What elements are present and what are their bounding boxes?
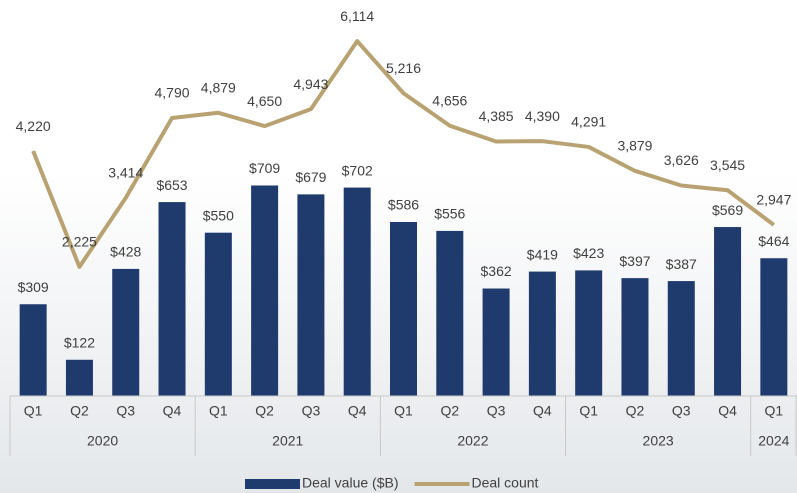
bar-value-label: $362: [481, 263, 512, 279]
x-tick-label: Q2: [70, 403, 89, 419]
x-tick-label: Q2: [255, 403, 274, 419]
line-value-label: 3,626: [664, 152, 699, 168]
x-group-label: 2024: [758, 433, 789, 449]
bar-value-label: $709: [249, 160, 280, 176]
line-value-label: 4,650: [247, 93, 282, 109]
x-tick-label: Q1: [765, 403, 784, 419]
bar: [297, 194, 325, 396]
bar: [528, 271, 556, 396]
bar-value-label: $556: [434, 206, 465, 222]
bar-value-label: $309: [18, 279, 49, 295]
bar: [65, 359, 93, 396]
x-tick-label: Q4: [163, 403, 182, 419]
x-tick-label: Q3: [116, 403, 135, 419]
x-tick-label: Q1: [209, 403, 228, 419]
bar-value-label: $397: [619, 253, 650, 269]
line-value-label: 3,545: [710, 157, 745, 173]
line-value-label: 4,656: [432, 92, 467, 108]
line-value-label: 2,947: [756, 192, 791, 208]
bar: [714, 227, 742, 396]
line-value-label: 4,879: [201, 80, 236, 96]
x-group-label: 2022: [457, 433, 488, 449]
line: [31, 39, 776, 269]
bar-value-label: $586: [388, 197, 419, 213]
x-tick-label: Q3: [672, 403, 691, 419]
bar-value-label: $702: [342, 162, 373, 178]
bar: [343, 187, 371, 396]
x-tick-label: Q2: [440, 403, 459, 419]
bar: [436, 230, 464, 396]
line-value-label: 4,220: [16, 118, 51, 134]
legend-label: Deal count: [472, 475, 539, 491]
bar-value-label: $679: [295, 169, 326, 185]
bar: [112, 268, 140, 396]
line-value-label: 4,291: [571, 114, 606, 130]
bar-value-label: $464: [758, 233, 789, 249]
bar: [760, 258, 788, 396]
line-value-label: 5,216: [386, 60, 421, 76]
line-value-label: 3,414: [108, 165, 143, 181]
bar-value-label: $387: [666, 256, 697, 272]
line-value-label: 4,385: [479, 108, 514, 124]
line-value-label: 4,390: [525, 108, 560, 124]
x-tick-label: Q4: [533, 403, 552, 419]
bar: [575, 270, 603, 396]
x-tick-label: Q3: [487, 403, 506, 419]
legend-swatch: [245, 479, 300, 489]
line-value-label: 6,114: [340, 8, 374, 24]
x-tick-label: Q4: [348, 403, 367, 419]
bar-value-label: $423: [573, 245, 604, 261]
x-tick-label: Q2: [626, 403, 645, 419]
x-tick-label: Q3: [302, 403, 321, 419]
line-value-label: 2,225: [62, 234, 97, 250]
legend-label: Deal value ($B): [302, 475, 399, 491]
bar: [204, 232, 232, 396]
bar-value-label: $653: [156, 177, 187, 193]
bar: [482, 288, 510, 396]
bar: [667, 281, 695, 396]
bar: [621, 278, 649, 396]
x-tick-label: Q1: [24, 403, 43, 419]
line-value-label: 4,943: [293, 76, 328, 92]
bar-value-label: $419: [527, 246, 558, 262]
line-value-label: 3,879: [617, 138, 652, 154]
bar-value-label: $428: [110, 244, 141, 260]
bar: [251, 185, 279, 396]
x-tick-label: Q4: [718, 403, 737, 419]
bar: [390, 222, 417, 396]
line-value-label: 4,790: [155, 85, 190, 101]
x-tick-label: Q1: [579, 403, 598, 419]
x-group-label: 2021: [272, 433, 303, 449]
bar-value-label: $569: [712, 202, 743, 218]
x-group-label: 2020: [87, 433, 118, 449]
x-tick-label: Q1: [394, 403, 413, 419]
x-group-label: 2023: [643, 433, 674, 449]
bar-value-label: $122: [64, 334, 95, 350]
bar: [19, 304, 47, 396]
bar-value-label: $550: [203, 207, 234, 223]
bar: [158, 202, 186, 396]
